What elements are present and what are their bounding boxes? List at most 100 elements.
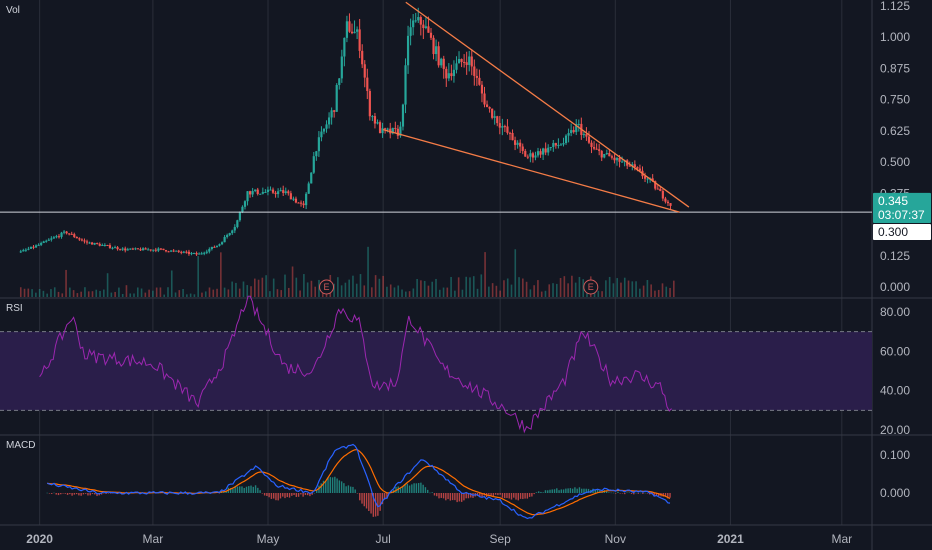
volume-bar: [87, 291, 90, 297]
macd-histogram-bar: [316, 489, 318, 493]
macd-histogram-bar: [57, 493, 60, 496]
macd-histogram-bar: [581, 488, 583, 493]
price-pane-label: Vol: [6, 5, 20, 16]
candle-body: [335, 85, 338, 112]
macd-histogram-bar: [626, 492, 628, 494]
volume-bar: [103, 289, 105, 297]
macd-histogram-bar: [447, 493, 449, 500]
macd-histogram-bar: [75, 493, 78, 495]
volume-bar: [227, 289, 230, 297]
volume-bar: [254, 278, 256, 297]
volume-bar: [19, 287, 22, 297]
volume-bar: [472, 276, 475, 297]
volume-bar: [189, 293, 192, 297]
macd-histogram-bar: [608, 492, 610, 493]
candle-body: [190, 253, 193, 255]
candle-body: [338, 78, 341, 86]
macd-histogram-bar: [644, 492, 646, 494]
candle-body: [251, 191, 254, 195]
macd-histogram-bar: [349, 486, 352, 493]
macd-histogram-bar: [302, 493, 304, 497]
volume-bar: [295, 277, 298, 297]
candle-body: [126, 249, 129, 251]
macd-histogram-bar: [64, 493, 67, 494]
candle-body: [432, 37, 435, 55]
macd-histogram-bar: [429, 492, 431, 494]
rsi-axis-tick: 80.00: [880, 305, 910, 319]
candle-body: [511, 132, 514, 141]
macd-histogram-bar: [508, 493, 510, 499]
volume-bar: [136, 287, 139, 297]
macd-histogram-bar: [540, 491, 542, 493]
volume-bar: [314, 286, 317, 297]
candle-body: [271, 189, 275, 193]
candle-body: [254, 189, 257, 192]
volume-bar: [642, 285, 645, 297]
volume-bar: [159, 287, 162, 297]
candle-body: [264, 191, 267, 193]
macd-histogram-bar: [361, 493, 363, 504]
volume-bar: [178, 290, 181, 297]
volume-bar: [631, 281, 634, 297]
time-axis-tick: Jul: [375, 532, 390, 546]
volume-bar: [261, 277, 264, 297]
volume-bar: [152, 290, 154, 297]
macd-histogram-bar: [295, 493, 298, 497]
candle-body: [547, 147, 550, 153]
volume-bar: [457, 277, 460, 297]
volume-bar: [53, 287, 56, 297]
volume-bar: [563, 276, 566, 297]
candle-body: [493, 116, 496, 118]
macd-histogram-bar: [614, 493, 617, 494]
macd-histogram-bar: [549, 489, 551, 493]
macd-histogram-bar: [494, 493, 497, 495]
volume-bar: [537, 280, 539, 297]
rsi-axis-tick: 20.00: [880, 423, 910, 437]
volume-bar: [212, 289, 215, 297]
volume-bar: [246, 285, 249, 297]
candle-body: [562, 143, 565, 145]
macd-histogram-bar: [544, 490, 547, 493]
macd-histogram-bar: [592, 488, 594, 493]
candle-body: [144, 248, 147, 250]
macd-histogram-bar: [617, 491, 619, 493]
volume-bar: [461, 289, 464, 297]
candle-body: [603, 153, 606, 158]
volume-bar: [220, 252, 222, 297]
volume-bar: [38, 289, 41, 297]
volume-bar: [99, 290, 101, 297]
candle-body: [368, 90, 371, 117]
candle-body: [32, 246, 35, 248]
candle-body: [320, 131, 323, 138]
macd-histogram-bar: [490, 493, 492, 496]
volume-bar: [284, 274, 286, 297]
candle-body: [42, 241, 45, 244]
candle-body: [450, 73, 453, 77]
price-axis-tick: 1.125: [880, 0, 910, 13]
volume-bar: [476, 288, 479, 297]
macd-histogram-bar: [277, 493, 279, 501]
candle-body: [399, 126, 402, 136]
candle-body: [238, 212, 241, 221]
macd-histogram-bar: [583, 488, 585, 493]
volume-bar: [57, 291, 60, 297]
time-axis-tick: Nov: [605, 532, 626, 546]
macd-histogram-bar: [499, 493, 501, 495]
macd-histogram-bar: [420, 482, 422, 493]
candle-body: [187, 251, 191, 254]
candle-body: [195, 252, 198, 255]
macd-histogram-bar: [250, 485, 252, 493]
candle-body: [460, 58, 463, 62]
macd-histogram-bar: [268, 493, 270, 498]
candle-body: [113, 247, 117, 249]
price-axis-tick: 0.125: [880, 249, 910, 263]
volume-bar: [257, 279, 260, 297]
candle-body: [656, 188, 659, 190]
time-axis-tick: 2020: [26, 532, 53, 546]
candle-body: [60, 232, 63, 237]
volume-bar: [408, 291, 411, 297]
volume-bar: [121, 293, 124, 297]
volume-bar: [605, 280, 607, 297]
candle-body: [103, 244, 106, 246]
